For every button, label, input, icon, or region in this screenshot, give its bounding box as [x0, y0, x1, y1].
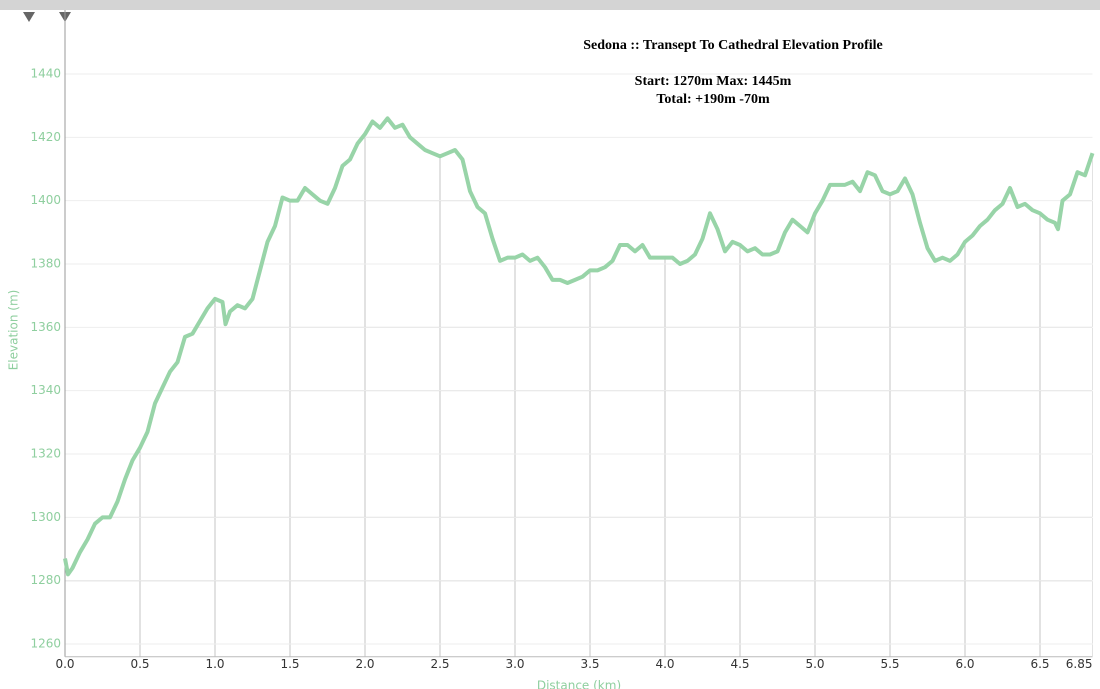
x-tick-label: 6.0	[955, 657, 974, 671]
chart-title: Sedona :: Transept To Cathedral Elevatio…	[583, 38, 882, 53]
grid	[65, 118, 1093, 657]
x-tick-label: 6.5	[1030, 657, 1049, 671]
x-tick-label: 6.85	[1066, 657, 1093, 671]
y-tick-label: 1380	[30, 257, 61, 271]
y-tick-label: 1420	[30, 130, 61, 144]
x-tick-label: 3.0	[505, 657, 524, 671]
x-tick-label: 2.0	[355, 657, 374, 671]
subtitle: Start: 1270m Max: 1445m	[635, 74, 792, 89]
y-tick-label: 1260	[30, 637, 61, 651]
x-axis-label: Distance (km)	[537, 679, 621, 689]
marker	[23, 12, 35, 22]
subtitle: Total: +190m -70m	[656, 92, 770, 107]
y-axis-label: Elevation (m)	[7, 290, 21, 371]
top-bar	[0, 0, 1100, 10]
x-tick-label: 4.0	[655, 657, 674, 671]
x-tick-label: 0.5	[130, 657, 149, 671]
x-tick-label: 4.5	[730, 657, 749, 671]
y-tick-label: 1340	[30, 383, 61, 397]
y-tick-label: 1400	[30, 193, 61, 207]
x-tick-label: 3.5	[580, 657, 599, 671]
y-tick-label: 1300	[30, 510, 61, 524]
x-tick-label: 5.0	[805, 657, 824, 671]
y-tick-label: 1360	[30, 320, 61, 334]
y-tick-label: 1280	[30, 573, 61, 587]
x-tick-label: 1.0	[205, 657, 224, 671]
elevation-line	[63, 116, 1095, 577]
x-tick-label: 2.5	[430, 657, 449, 671]
y-tick-label: 1320	[30, 447, 61, 461]
y-tick-label: 1440	[30, 67, 61, 81]
x-tick-label: 5.5	[880, 657, 899, 671]
x-tick-label: 1.5	[280, 657, 299, 671]
x-tick-label: 0.0	[55, 657, 74, 671]
